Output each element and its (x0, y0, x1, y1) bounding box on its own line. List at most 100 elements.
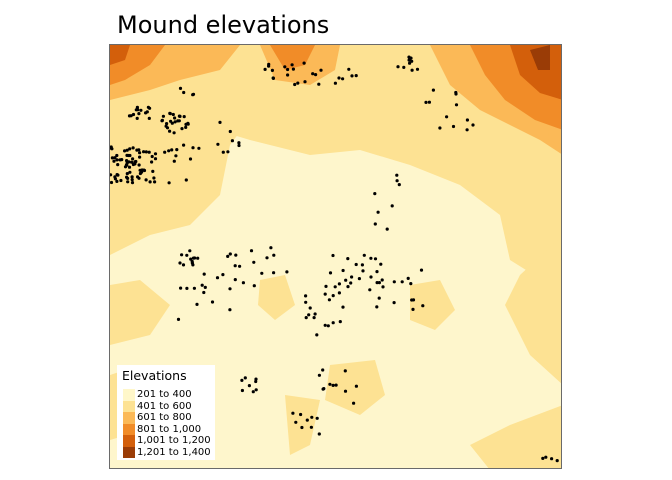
mound-point (138, 151, 142, 155)
mound-point (131, 157, 135, 161)
mound-point (188, 157, 193, 161)
mound-point (291, 67, 295, 71)
mound-point (323, 323, 327, 327)
mound-point (182, 90, 186, 95)
mound-point (409, 282, 413, 286)
mound-point (226, 150, 230, 154)
mound-point (415, 67, 420, 71)
mound-point (354, 74, 358, 78)
mound-point (221, 150, 225, 154)
map-panel[interactable] (109, 44, 562, 469)
mound-point (115, 153, 119, 158)
mound-point (354, 262, 358, 267)
mound-point (210, 300, 215, 304)
mound-point (202, 290, 206, 295)
mound-point (147, 150, 151, 154)
mound-point (385, 227, 389, 231)
mound-point (185, 286, 189, 290)
mound-point (454, 103, 459, 107)
mound-point (128, 170, 132, 174)
mound-point (130, 178, 134, 182)
mound-point (140, 168, 144, 172)
mound-point (337, 282, 341, 286)
mound-point (445, 115, 449, 119)
mound-point (438, 126, 442, 130)
mound-point (178, 261, 182, 265)
mound-point (349, 281, 353, 285)
mound-point (148, 180, 152, 184)
mound-point (555, 459, 559, 463)
mound-point (314, 73, 318, 77)
mound-point (321, 387, 325, 391)
mound-point (331, 294, 335, 298)
mound-point (191, 146, 195, 150)
mound-point (541, 456, 545, 460)
mound-point (115, 158, 119, 162)
legend-label: 801 to 1,000 (137, 423, 202, 435)
mound-point (184, 122, 188, 126)
mound-point (334, 383, 338, 387)
mound-point (182, 115, 186, 119)
mound-point (323, 292, 327, 296)
mound-point (128, 147, 132, 151)
mound-point (175, 148, 179, 152)
mound-point (309, 425, 313, 429)
mound-point (299, 412, 303, 417)
mound-point (170, 148, 174, 152)
mound-point (376, 210, 380, 214)
mound-point (311, 72, 315, 76)
mound-point (118, 158, 122, 162)
mound-point (252, 260, 256, 264)
mound-point (411, 298, 416, 302)
mound-point (550, 457, 554, 461)
mound-point (185, 253, 189, 257)
mound-point (341, 268, 345, 273)
mound-point (375, 270, 379, 274)
legend-label: 401 to 600 (137, 400, 192, 412)
mound-point (228, 252, 232, 256)
mound-point (338, 320, 342, 324)
mound-point (254, 379, 258, 384)
mound-point (167, 149, 171, 153)
mound-point (380, 278, 384, 282)
mound-point (421, 304, 425, 308)
mound-point (324, 284, 328, 288)
mound-point (317, 373, 321, 377)
mound-point (170, 121, 174, 125)
mound-point (392, 280, 396, 284)
mound-point (172, 131, 176, 135)
mound-point (233, 278, 237, 282)
mound-point (327, 298, 331, 302)
mound-point (304, 316, 308, 320)
mound-point (165, 126, 170, 130)
mound-point (228, 129, 232, 134)
mound-point (326, 324, 330, 328)
mound-point (145, 110, 149, 114)
mound-point (328, 271, 333, 275)
mound-point (136, 175, 140, 179)
mound-point (119, 178, 123, 183)
mound-point (373, 222, 377, 226)
mound-point (308, 306, 312, 310)
mound-point (110, 156, 114, 160)
mound-point (233, 264, 237, 268)
mound-point (304, 294, 308, 298)
mound-point (221, 273, 225, 277)
mound-point (312, 316, 316, 320)
mound-point (294, 420, 298, 424)
mound-point (341, 77, 345, 81)
mound-point (310, 415, 314, 419)
legend-swatch (123, 412, 135, 424)
mound-point (400, 280, 404, 284)
mound-point (168, 129, 172, 133)
mound-point (115, 179, 119, 183)
mound-point (369, 275, 373, 279)
mound-point (110, 173, 113, 177)
map-title: Mound elevations (117, 11, 330, 39)
mound-point (196, 256, 200, 260)
mound-point (272, 271, 276, 275)
mound-point (321, 368, 325, 372)
mound-point (113, 156, 117, 160)
mound-point (346, 285, 350, 289)
mound-point (267, 62, 271, 66)
